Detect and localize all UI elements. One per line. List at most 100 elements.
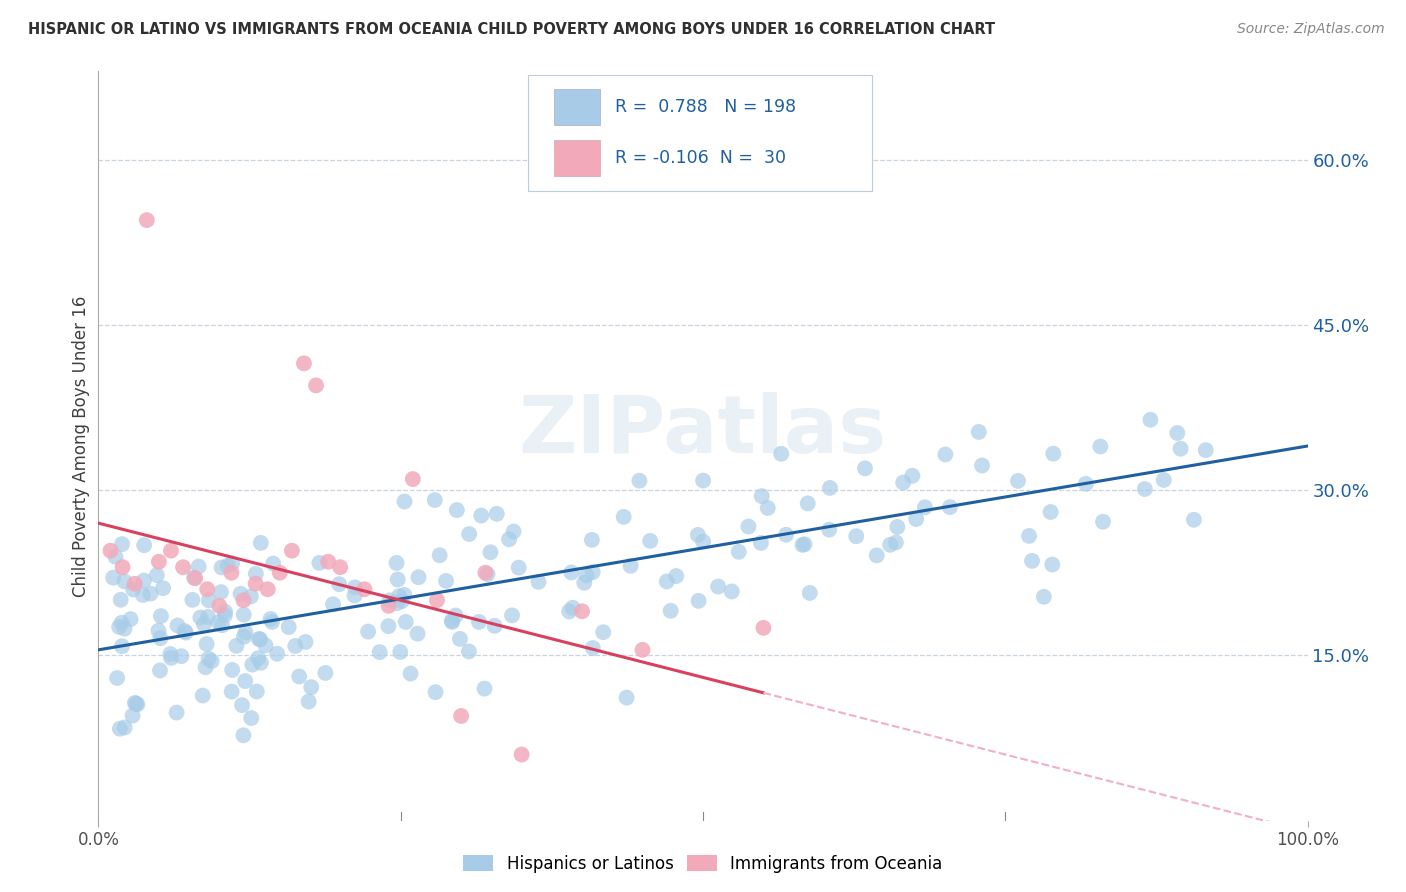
Point (756, 500, 779, 515)
Point (394, 588, 416, 602)
Point (269, 566, 291, 580)
Point (262, 615, 284, 629)
Point (1039, 505, 1062, 519)
Point (305, 378, 328, 392)
Text: Source: ZipAtlas.com: Source: ZipAtlas.com (1237, 22, 1385, 37)
Point (148, 624, 170, 638)
Point (173, 624, 195, 638)
Point (939, 500, 962, 515)
Point (134, 538, 156, 552)
Point (211, 618, 233, 632)
Point (111, 537, 134, 551)
Point (247, 651, 270, 665)
Y-axis label: Child Poverty Among Boys Under 16: Child Poverty Among Boys Under 16 (72, 295, 90, 597)
Point (240, 657, 263, 672)
Point (440, 614, 463, 628)
Point (193, 617, 215, 632)
Point (377, 619, 399, 633)
Point (575, 568, 598, 582)
Point (707, 580, 730, 594)
Point (100, 543, 122, 558)
Point (322, 597, 344, 611)
Point (426, 593, 449, 607)
Point (114, 574, 136, 589)
Point (884, 535, 907, 549)
Point (114, 721, 136, 735)
Point (468, 615, 491, 629)
Point (245, 566, 267, 581)
Point (387, 573, 409, 587)
Point (560, 566, 582, 580)
Point (174, 625, 197, 640)
Point (692, 474, 714, 488)
Point (166, 706, 188, 720)
Point (239, 590, 262, 604)
Point (406, 626, 429, 640)
Point (582, 640, 605, 655)
Point (561, 600, 583, 615)
Point (172, 560, 194, 574)
Point (288, 669, 311, 683)
Point (232, 607, 254, 622)
Point (408, 570, 430, 584)
Point (148, 555, 170, 569)
Point (233, 630, 256, 644)
Point (329, 560, 352, 574)
Point (1139, 413, 1161, 427)
Point (221, 663, 243, 677)
Point (149, 609, 172, 624)
Point (775, 527, 797, 541)
Point (111, 615, 134, 630)
Point (135, 213, 157, 227)
Point (770, 447, 793, 461)
Point (479, 545, 502, 559)
FancyBboxPatch shape (554, 140, 600, 176)
Point (793, 537, 815, 551)
Point (571, 604, 593, 618)
Point (132, 574, 155, 588)
Point (1040, 558, 1063, 572)
Point (232, 593, 254, 607)
Point (292, 356, 315, 370)
Point (484, 619, 506, 633)
Point (449, 632, 471, 646)
Point (298, 694, 321, 708)
Text: HISPANIC OR LATINO VS IMMIGRANTS FROM OCEANIA CHILD POVERTY AMONG BOYS UNDER 16 : HISPANIC OR LATINO VS IMMIGRANTS FROM OC… (28, 22, 995, 37)
Point (259, 612, 281, 626)
Point (1032, 590, 1054, 604)
Point (233, 673, 256, 688)
Point (818, 523, 841, 537)
Point (434, 574, 457, 588)
Point (221, 557, 243, 571)
Point (110, 592, 132, 607)
Point (108, 620, 131, 634)
Legend: Hispanics or Latinos, Immigrants from Oceania: Hispanics or Latinos, Immigrants from Oc… (457, 848, 949, 880)
Point (197, 651, 219, 665)
Point (111, 560, 134, 574)
Point (655, 574, 678, 589)
Point (105, 671, 128, 685)
Point (214, 605, 236, 619)
Point (122, 582, 145, 597)
Point (665, 569, 688, 583)
Point (231, 698, 253, 713)
Point (727, 545, 749, 559)
Point (720, 584, 742, 599)
Point (1007, 474, 1029, 488)
Point (1166, 425, 1188, 440)
Point (502, 524, 524, 539)
Point (235, 625, 257, 640)
Point (905, 512, 928, 526)
Point (423, 493, 446, 508)
Point (149, 664, 172, 678)
Point (498, 533, 520, 547)
Point (120, 612, 142, 626)
Point (146, 568, 169, 582)
Point (314, 665, 336, 680)
Point (184, 571, 207, 585)
Point (574, 575, 596, 590)
Point (450, 709, 472, 723)
Point (845, 529, 868, 543)
Point (818, 481, 841, 495)
Point (124, 696, 146, 710)
